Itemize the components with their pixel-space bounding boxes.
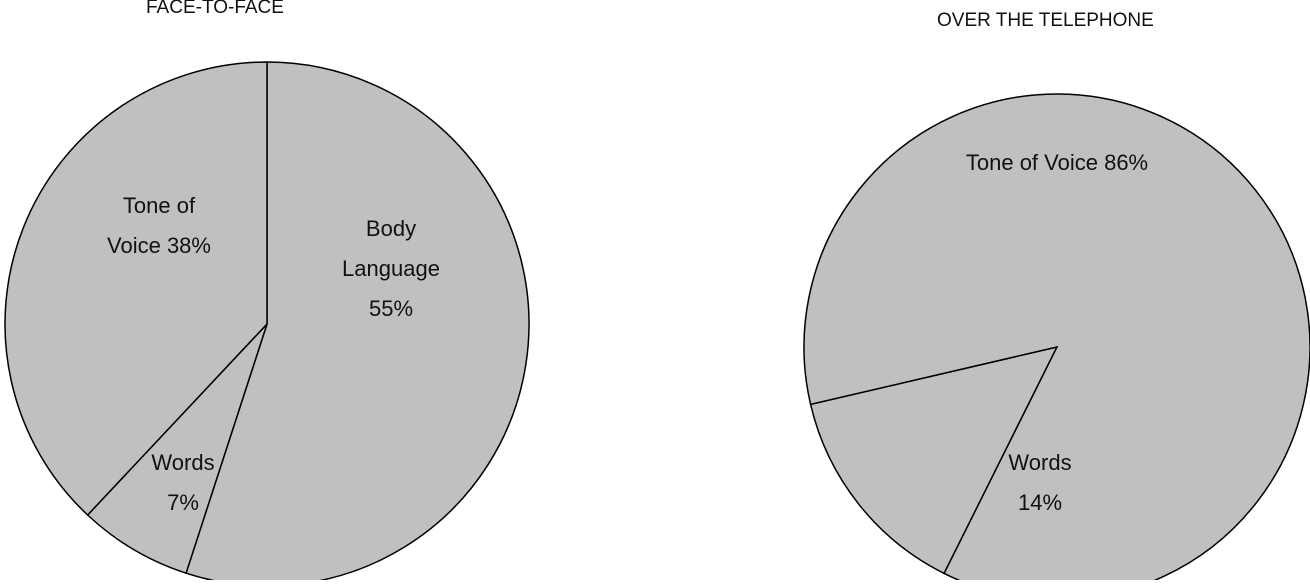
over-the-telephone-pie: Words 14% Tone of Voice 86%: [803, 93, 1310, 585]
pie-1-slice-3-label: Tone of Voice 38%: [107, 193, 211, 258]
chart-title-over-the-telephone: OVER THE TELEPHONE: [937, 10, 1154, 31]
chart-title-face-to-face: FACE-TO-FACE: [146, 0, 284, 18]
pie-2-slice-2-label: Tone of Voice 86%: [966, 150, 1148, 175]
pie-2-slice-1: [809, 345, 1059, 575]
pie-1-slice-2-label: Words 7%: [151, 450, 214, 515]
face-to-face-pie: Body Language 55% Words 7% Tone of Voice 38%: [4, 61, 530, 585]
pie-1-slice-1-label: Body Language 55%: [342, 216, 440, 321]
pie-1-slice-2: [86, 323, 268, 575]
pie-1-slice-3: [4, 61, 268, 517]
pie-2-slice-1-label: Words 14%: [1008, 450, 1071, 515]
